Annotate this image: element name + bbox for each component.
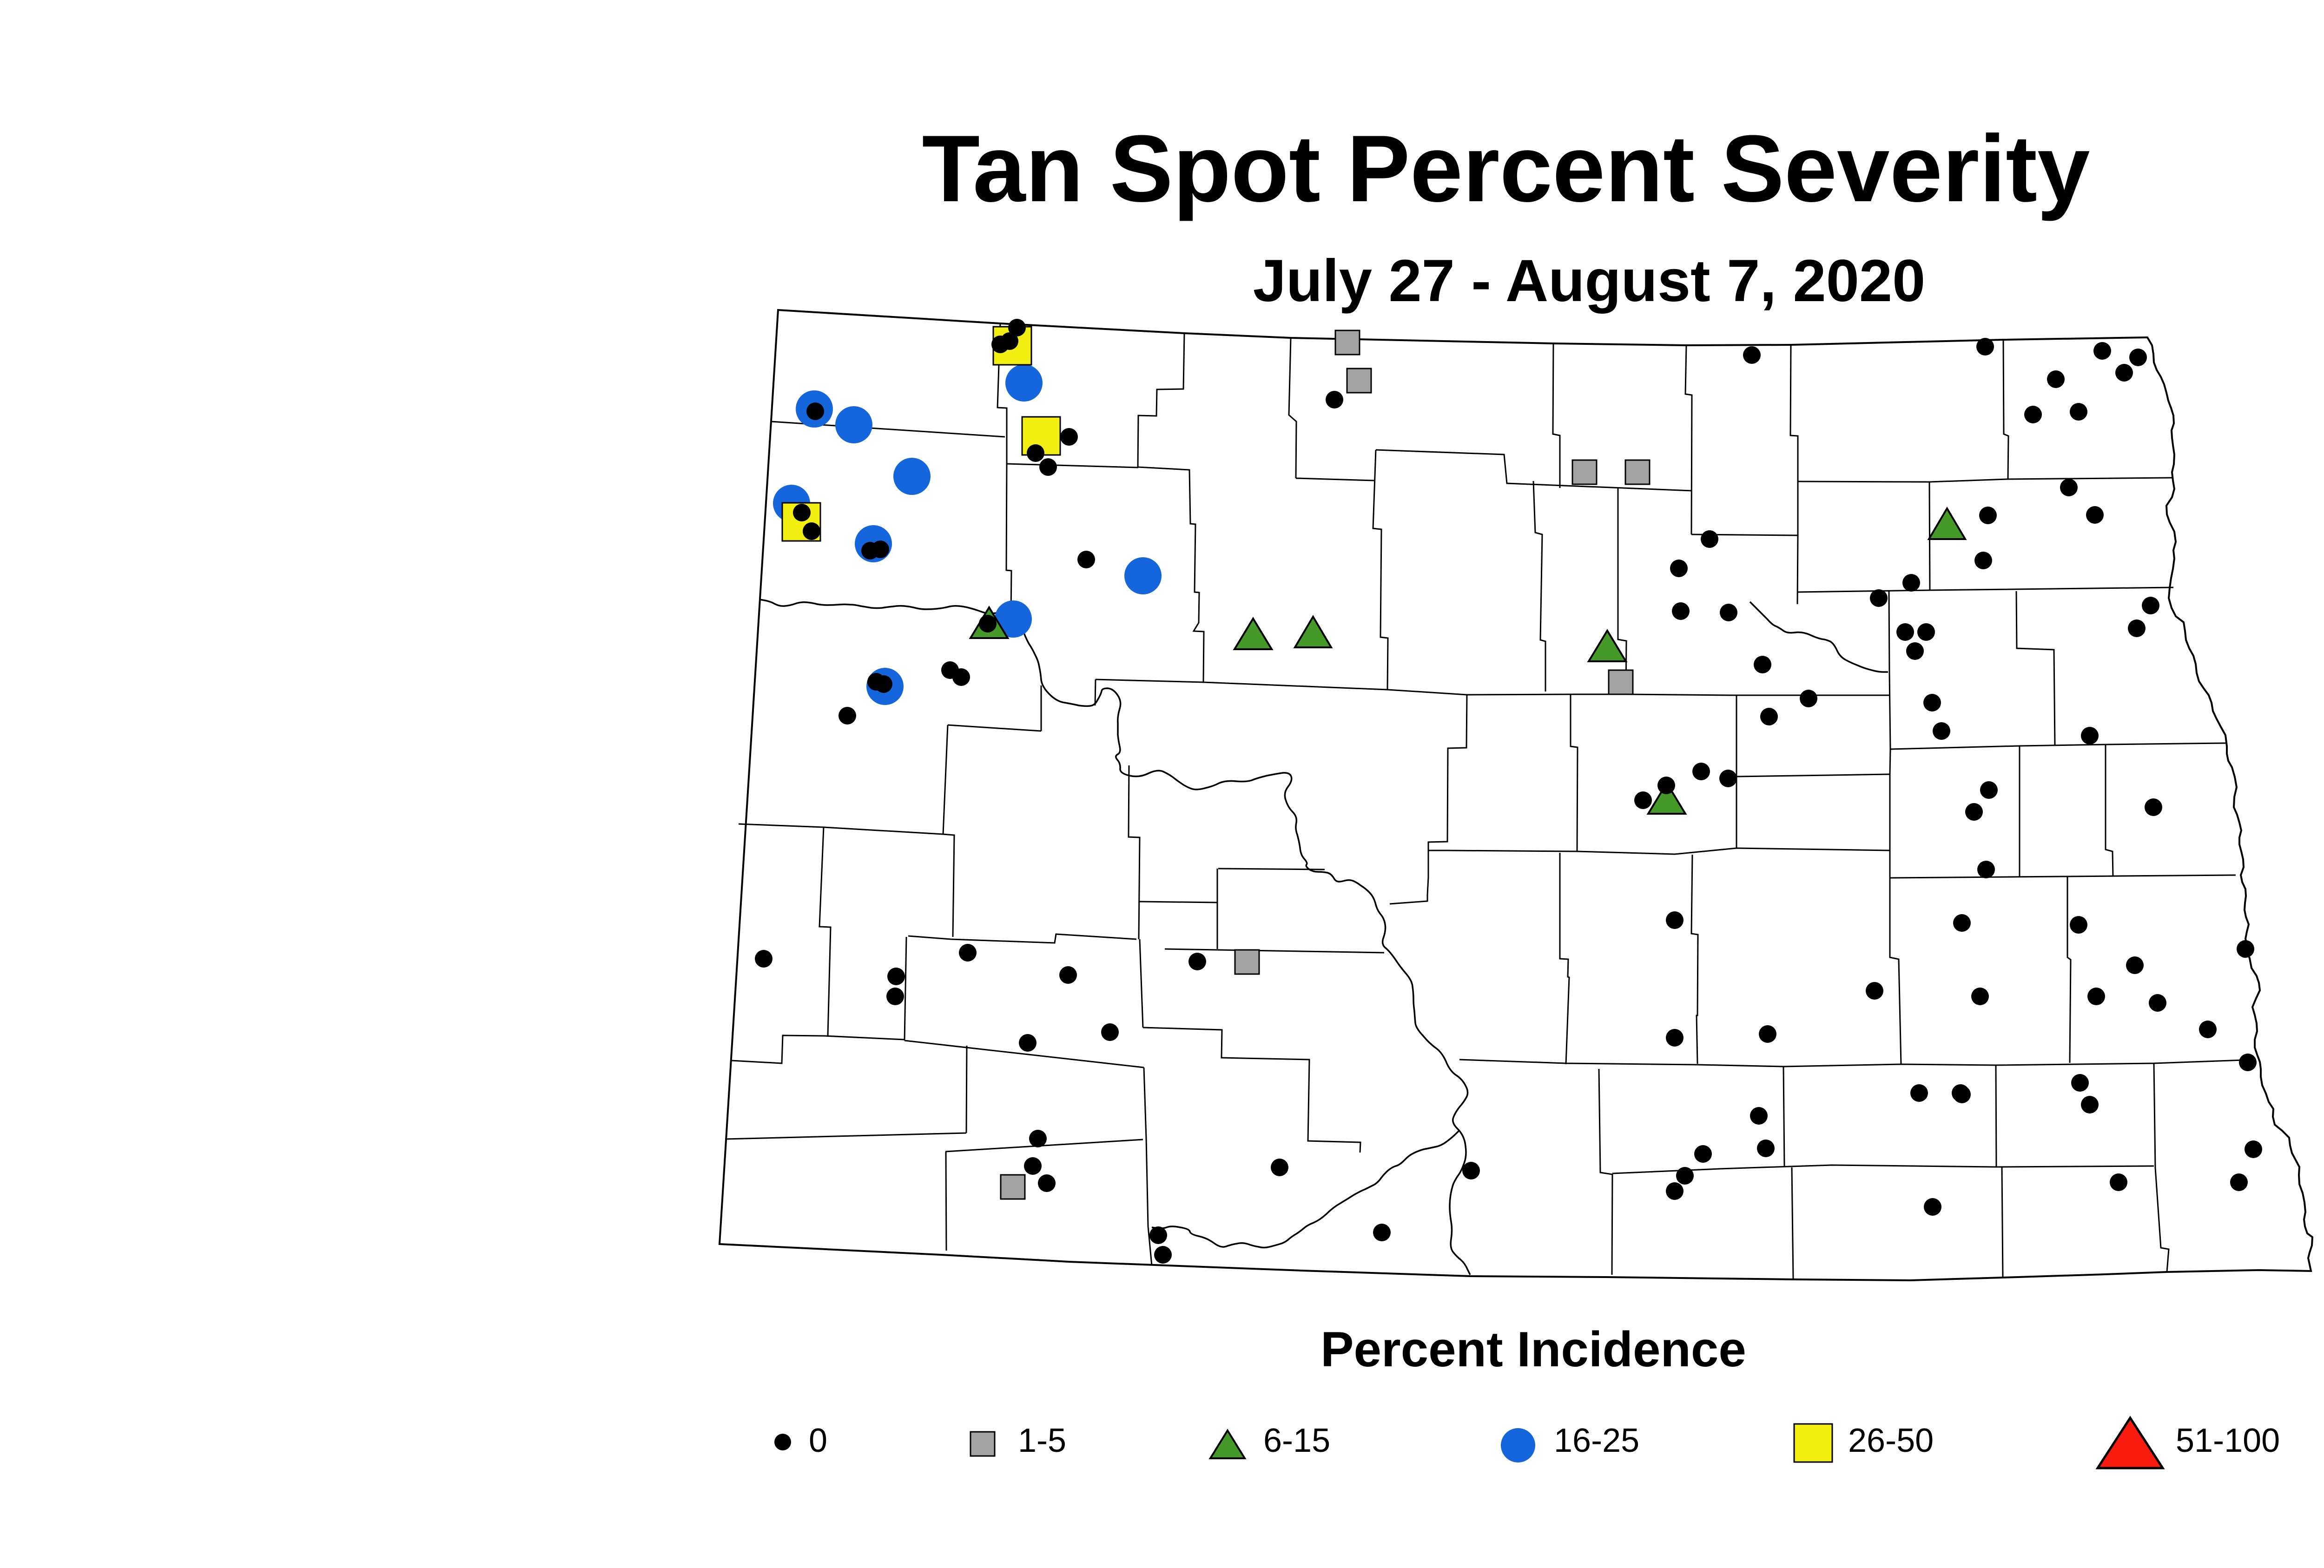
svg-text:Percent Incidence: Percent Incidence [1320,1321,1746,1377]
svg-text:1-5: 1-5 [1018,1422,1066,1459]
svg-text:July 27 - August 7, 2020: July 27 - August 7, 2020 [1253,248,1926,314]
svg-text:51-100: 51-100 [2176,1422,2280,1459]
svg-text:26-50: 26-50 [1848,1422,1934,1459]
svg-text:Tan Spot Percent Severity: Tan Spot Percent Severity [922,116,2090,222]
svg-text:16-25: 16-25 [1554,1422,1639,1459]
svg-text:0: 0 [809,1422,827,1459]
svg-text:6-15: 6-15 [1263,1422,1330,1459]
